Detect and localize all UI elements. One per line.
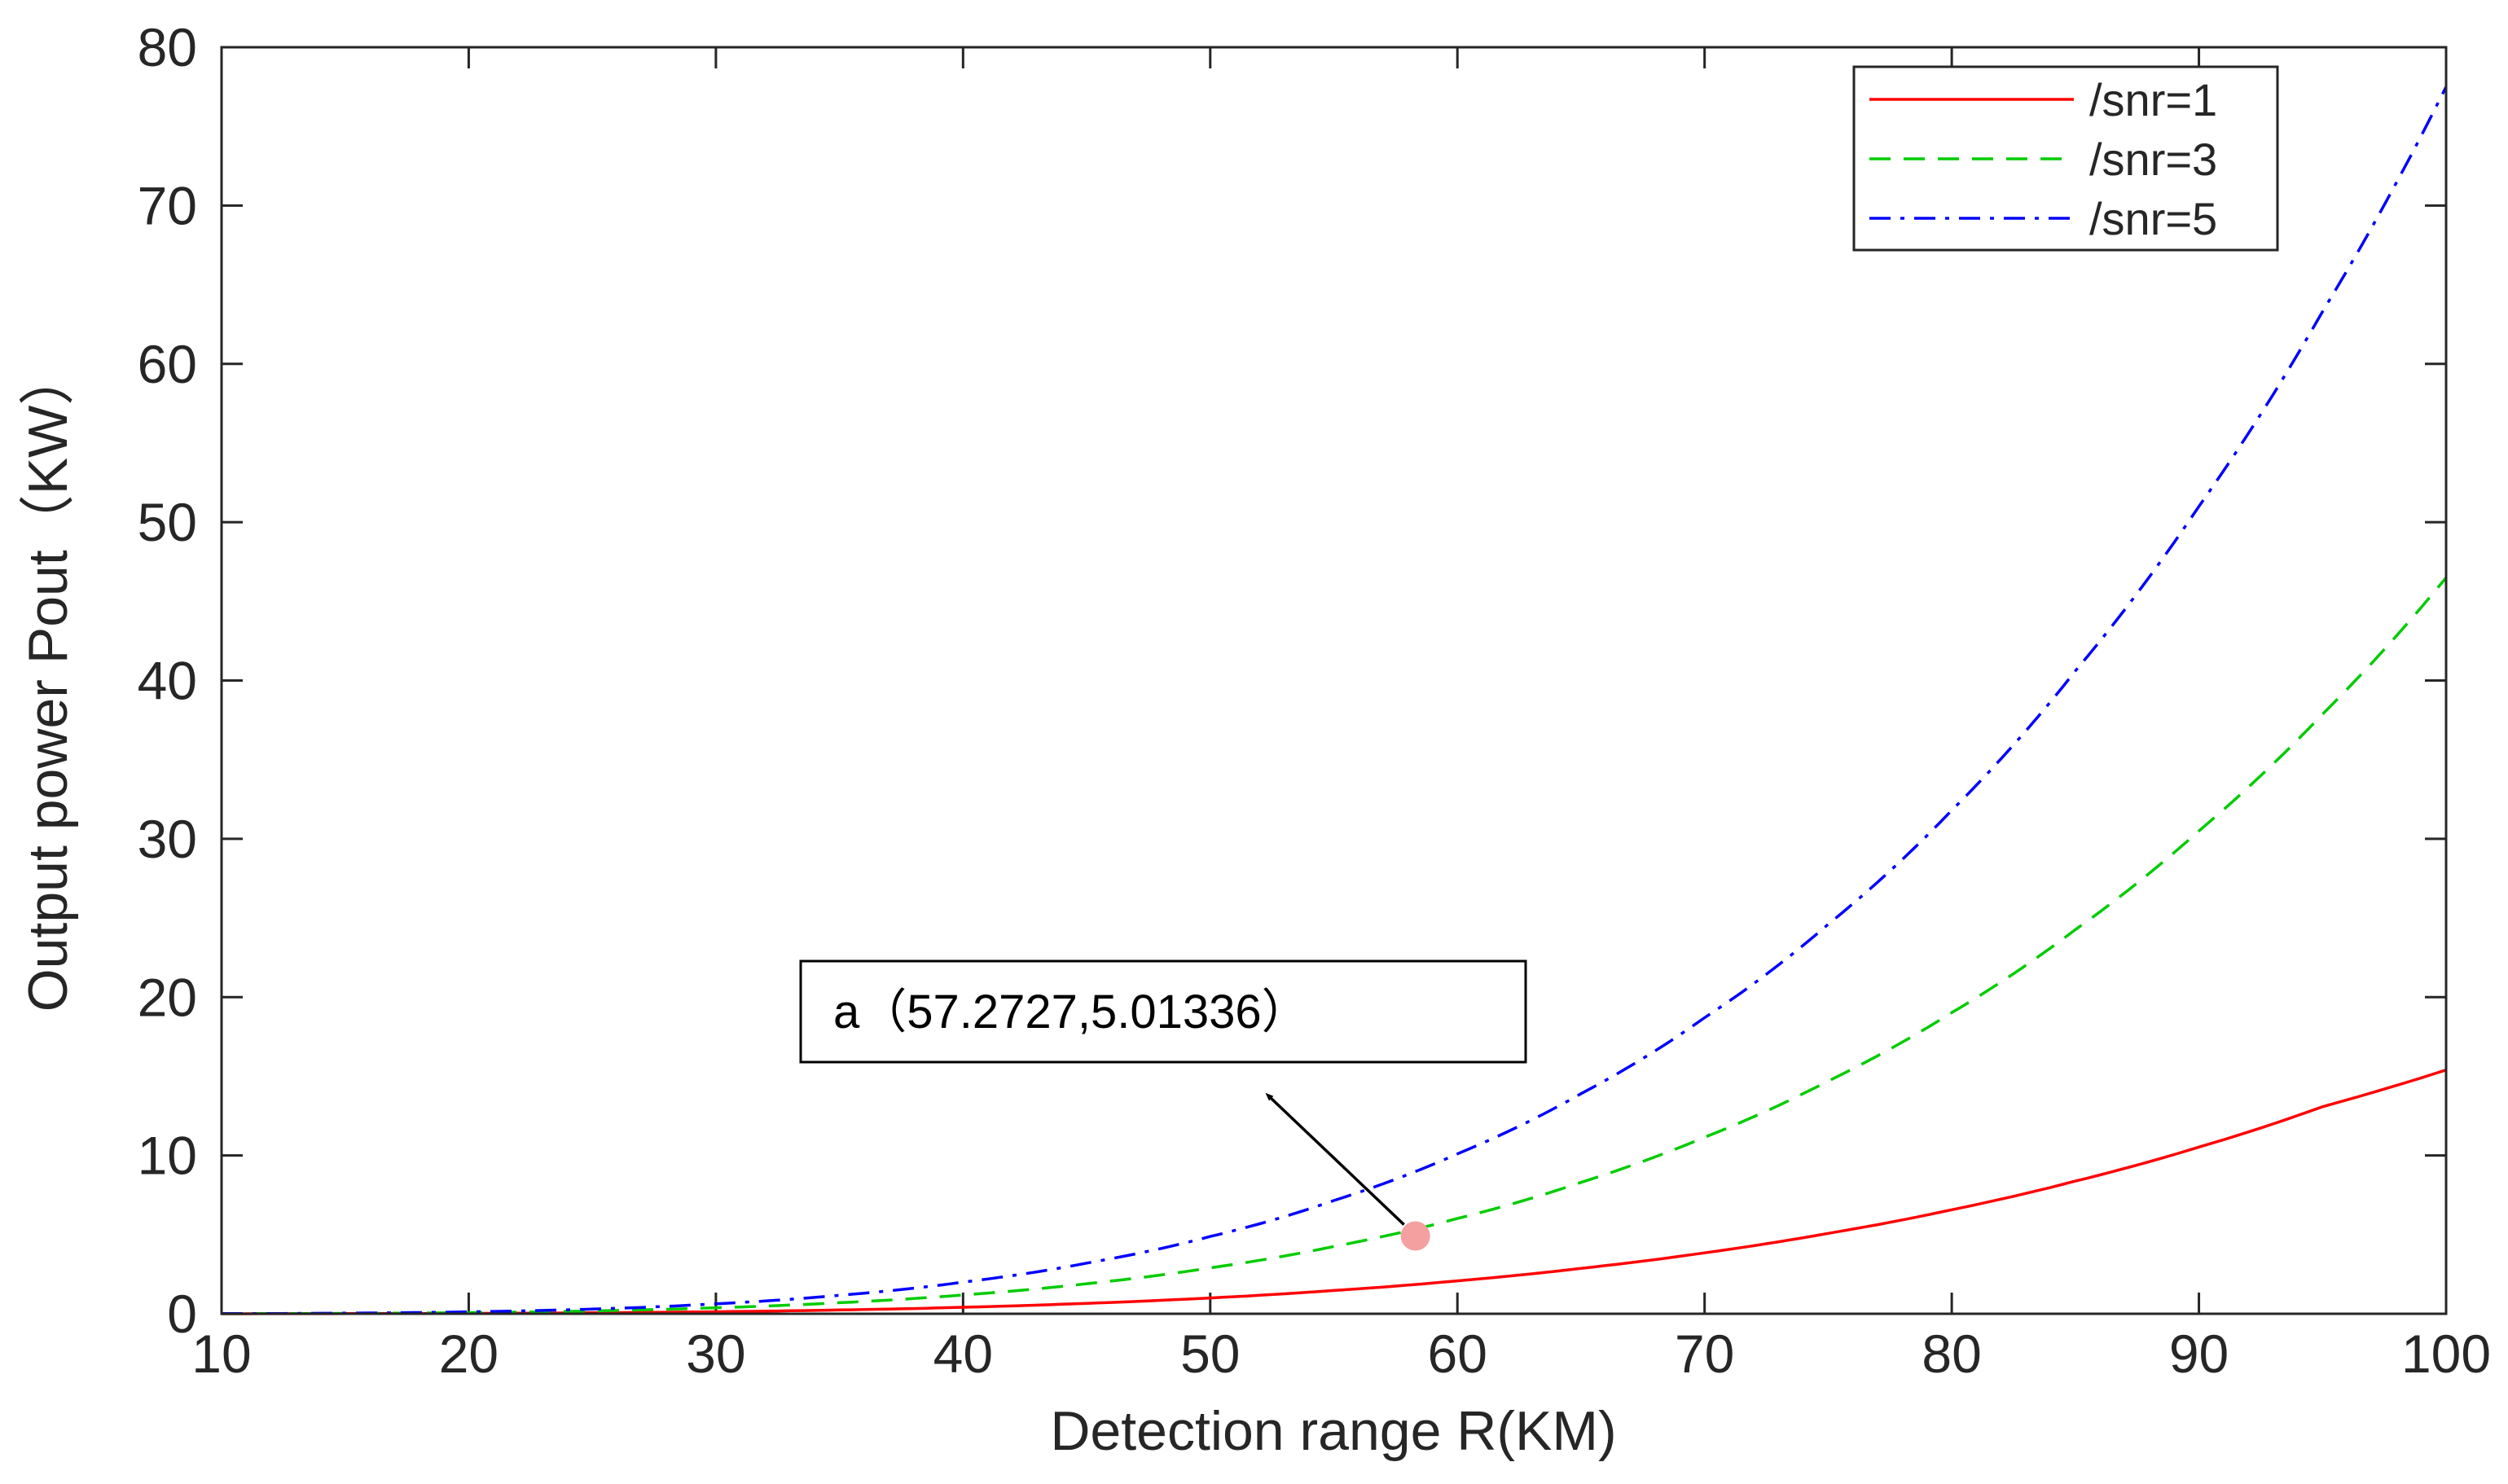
series-line-2 xyxy=(222,577,2448,1315)
x-tick-label: 40 xyxy=(933,1324,993,1384)
annotation-arrow xyxy=(1265,1092,1405,1226)
y-tick-label: 50 xyxy=(138,492,197,552)
x-tick-label: 30 xyxy=(686,1324,745,1384)
y-tick-label: 80 xyxy=(138,17,197,77)
x-tick-label: 90 xyxy=(2169,1324,2229,1384)
x-tick-label: 80 xyxy=(1922,1324,1981,1384)
legend-label-3: /snr=5 xyxy=(2089,193,2217,244)
y-tick-label: 40 xyxy=(138,651,197,711)
x-axis-label: Detection range R(KM) xyxy=(1050,1400,1616,1462)
x-tick-label: 100 xyxy=(2401,1324,2491,1384)
annotation-point-marker xyxy=(1400,1221,1430,1251)
y-tick-label: 20 xyxy=(138,967,197,1027)
x-tick-label: 20 xyxy=(439,1324,499,1384)
x-tick-label: 10 xyxy=(191,1324,251,1384)
x-tick-label: 60 xyxy=(1428,1324,1487,1384)
y-tick-label: 10 xyxy=(138,1126,197,1186)
plot-frame xyxy=(220,46,2448,1315)
annotation-box xyxy=(799,959,1527,1064)
annotation-label: a（57.2727,5.01336） xyxy=(833,986,1309,1038)
annotation: a（57.2727,5.01336） xyxy=(799,959,1527,1251)
x-tick-label: 50 xyxy=(1180,1324,1240,1384)
plot-background xyxy=(222,47,2446,1314)
y-tick-label: 70 xyxy=(138,175,197,235)
x-tick-label: 70 xyxy=(1675,1324,1734,1384)
legend-label-1: /snr=1 xyxy=(2089,74,2217,125)
legend-label-2: /snr=3 xyxy=(2089,134,2217,185)
y-tick-label: 60 xyxy=(138,334,197,394)
legend: /snr=1/snr=3/snr=5 xyxy=(1852,65,2279,252)
y-tick-label: 0 xyxy=(167,1284,197,1344)
series-line-3 xyxy=(222,86,2448,1315)
y-axis-label: Output power Pout（KW） xyxy=(17,350,79,1012)
y-tick-label: 30 xyxy=(138,809,197,869)
